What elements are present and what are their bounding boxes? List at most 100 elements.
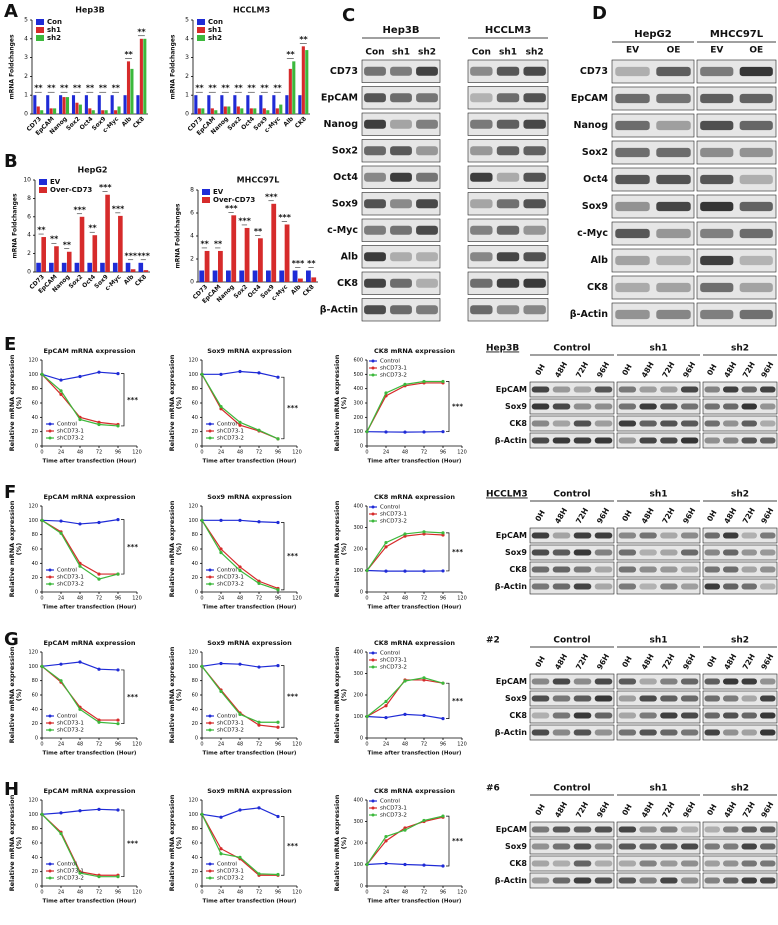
blot-band: [759, 695, 776, 702]
bar: [204, 250, 210, 282]
blot-band: [741, 695, 758, 702]
data-point: [238, 423, 242, 427]
blot-band: [680, 729, 699, 736]
blot-band: [594, 386, 613, 393]
data-point: [238, 855, 242, 859]
legend-marker: [208, 575, 212, 579]
y-tick-label: 80: [32, 678, 38, 684]
blot-band: [704, 583, 721, 590]
data-point: [219, 815, 223, 819]
significance-bracket: [121, 373, 125, 427]
lane-label: 0H: [705, 655, 719, 669]
blot-band: [531, 437, 550, 444]
x-tick-label: 48: [77, 742, 83, 748]
legend-marker: [208, 721, 212, 725]
data-point: [238, 808, 242, 812]
bar: [252, 270, 258, 282]
chart-title: HCCLM3: [233, 6, 270, 15]
blot-band: [639, 583, 657, 590]
lane-label: 0H: [705, 803, 719, 817]
data-point: [97, 667, 101, 671]
data-point: [422, 379, 426, 384]
data-point: [219, 689, 223, 694]
blot-band: [759, 729, 776, 736]
y-tick-label: 0: [35, 884, 38, 890]
blot-band: [759, 403, 776, 410]
blot-membrane: [616, 578, 701, 595]
legend-marker: [48, 876, 52, 880]
bar: [226, 270, 231, 282]
x-tick-label: 120: [457, 742, 467, 748]
x-tick-label: 72: [96, 596, 102, 602]
legend-swatch: [36, 19, 44, 25]
y-tick-label: 60: [192, 547, 198, 553]
legend-label: Control: [380, 651, 400, 657]
significance: ***: [73, 205, 86, 214]
data-point: [59, 519, 63, 523]
y-axis-label: (%): [340, 397, 348, 409]
blot-band: [639, 566, 657, 573]
x-tick-label: 72: [256, 742, 262, 748]
bar: [75, 102, 79, 114]
blot-band: [739, 228, 773, 239]
cell-line-label: #2: [486, 636, 500, 646]
protein-label: Sox9: [582, 201, 608, 212]
blot-band: [552, 843, 571, 850]
data-point: [97, 720, 101, 724]
significance: ***: [452, 548, 463, 556]
data-point: [422, 569, 426, 573]
blot-membrane: [616, 381, 701, 398]
chart-title: CK8 mRNA expression: [374, 787, 455, 795]
bar: [100, 262, 105, 272]
bar: [143, 38, 147, 114]
blot-band: [759, 843, 776, 850]
blot-band: [618, 532, 637, 539]
blot-membrane: [529, 673, 615, 690]
blot-band: [639, 549, 657, 556]
y-tick-label: 3: [185, 54, 189, 61]
blot-band: [680, 437, 699, 444]
data-point: [276, 375, 280, 379]
bar: [117, 106, 121, 114]
y-tick-label: 100: [188, 812, 198, 818]
bar: [231, 215, 237, 282]
significance: **: [307, 259, 316, 268]
blot-band: [573, 549, 592, 556]
y-tick-label: 0: [27, 269, 31, 276]
data-point: [116, 572, 120, 576]
legend-label: shCD73-2: [380, 373, 407, 379]
data-point: [238, 369, 242, 374]
legend-label: shCD73-2: [380, 813, 407, 819]
y-tick-label: 2: [185, 73, 189, 80]
blot-membrane: [616, 432, 701, 449]
significance: **: [50, 235, 59, 244]
y-axis-label: (%): [175, 397, 183, 409]
blot-band: [680, 566, 699, 573]
blot-membrane: [696, 194, 777, 219]
x-tick-label: 120: [292, 596, 302, 602]
blot-band: [390, 199, 412, 209]
y-tick-label: 5: [185, 17, 189, 24]
bar: [298, 278, 303, 282]
chart-title: Hep3B: [75, 6, 105, 15]
blot-band: [364, 93, 386, 103]
blot-membrane: [611, 248, 695, 273]
data-point: [441, 569, 445, 573]
blot-membrane: [529, 578, 615, 595]
blot-band: [618, 583, 637, 590]
blot-band: [722, 826, 739, 833]
significance: **: [86, 84, 95, 93]
bar: [279, 104, 283, 114]
blot-band: [618, 695, 637, 702]
bar: [218, 250, 223, 282]
legend-marker: [48, 436, 52, 440]
blot-band: [700, 255, 734, 266]
data-point: [276, 588, 280, 592]
series-line: [201, 814, 278, 876]
blot-band: [531, 860, 550, 867]
x-tick-label: 96: [440, 450, 446, 456]
blot-band: [704, 695, 721, 702]
y-tick-label: 0: [195, 884, 198, 890]
x-tick-label: 120: [132, 890, 142, 896]
data-point: [116, 424, 120, 428]
